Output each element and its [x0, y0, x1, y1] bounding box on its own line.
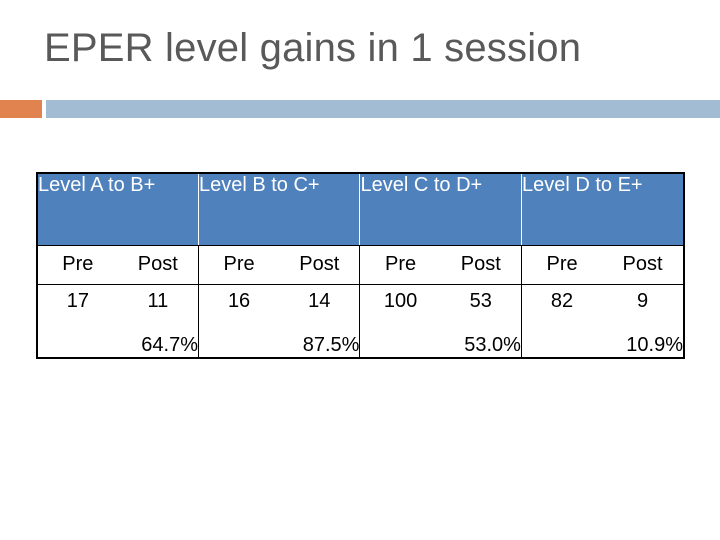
pre-value: 16	[227, 290, 251, 312]
post-value: 11	[117, 284, 199, 319]
post-label: Post	[279, 245, 361, 285]
pre-label: Pre	[359, 245, 441, 285]
group-header-c-d: Level C to D+	[359, 172, 522, 246]
post-value: 14	[279, 284, 361, 319]
group-header-b-c: Level B to C+	[197, 172, 360, 246]
pre-value: 100	[383, 290, 418, 312]
accent-bar-orange	[0, 100, 42, 118]
level-gains-table: Level A to B+ Level B to C+ Level C to D…	[35, 172, 685, 359]
table-subheader-row: Pre Post Pre Post Pre Post Pre Post	[36, 245, 685, 285]
table-header-row: Level A to B+ Level B to C+ Level C to D…	[35, 172, 685, 246]
pre-label: Pre	[521, 245, 603, 285]
empty-cell	[198, 318, 280, 359]
post-value: 9	[602, 284, 685, 319]
accent-bar-blue	[46, 100, 720, 118]
pre-label: Pre	[36, 245, 118, 285]
empty-cell	[521, 318, 603, 359]
group-header-d-e: Level D to E+	[520, 172, 685, 246]
slide-title: EPER level gains in 1 session	[44, 26, 582, 70]
post-label: Post	[440, 245, 522, 285]
table-values-row: 17 11 16 14 100 53 82 9	[36, 284, 685, 319]
empty-cell	[359, 318, 441, 359]
pre-label: Pre	[198, 245, 280, 285]
post-label: Post	[602, 245, 685, 285]
pre-value: 82	[550, 290, 574, 312]
percent-value: 10.9%	[602, 318, 685, 359]
percent-value: 53.0%	[440, 318, 522, 359]
group-header-a-b: Level A to B+	[35, 172, 199, 246]
empty-cell	[36, 318, 118, 359]
percent-value: 64.7%	[117, 318, 199, 359]
post-label: Post	[117, 245, 199, 285]
table-percent-row: 64.7% 87.5% 53.0% 10.9%	[36, 318, 685, 359]
pre-value: 17	[36, 284, 118, 319]
post-value: 53	[440, 284, 522, 319]
percent-value: 87.5%	[279, 318, 361, 359]
